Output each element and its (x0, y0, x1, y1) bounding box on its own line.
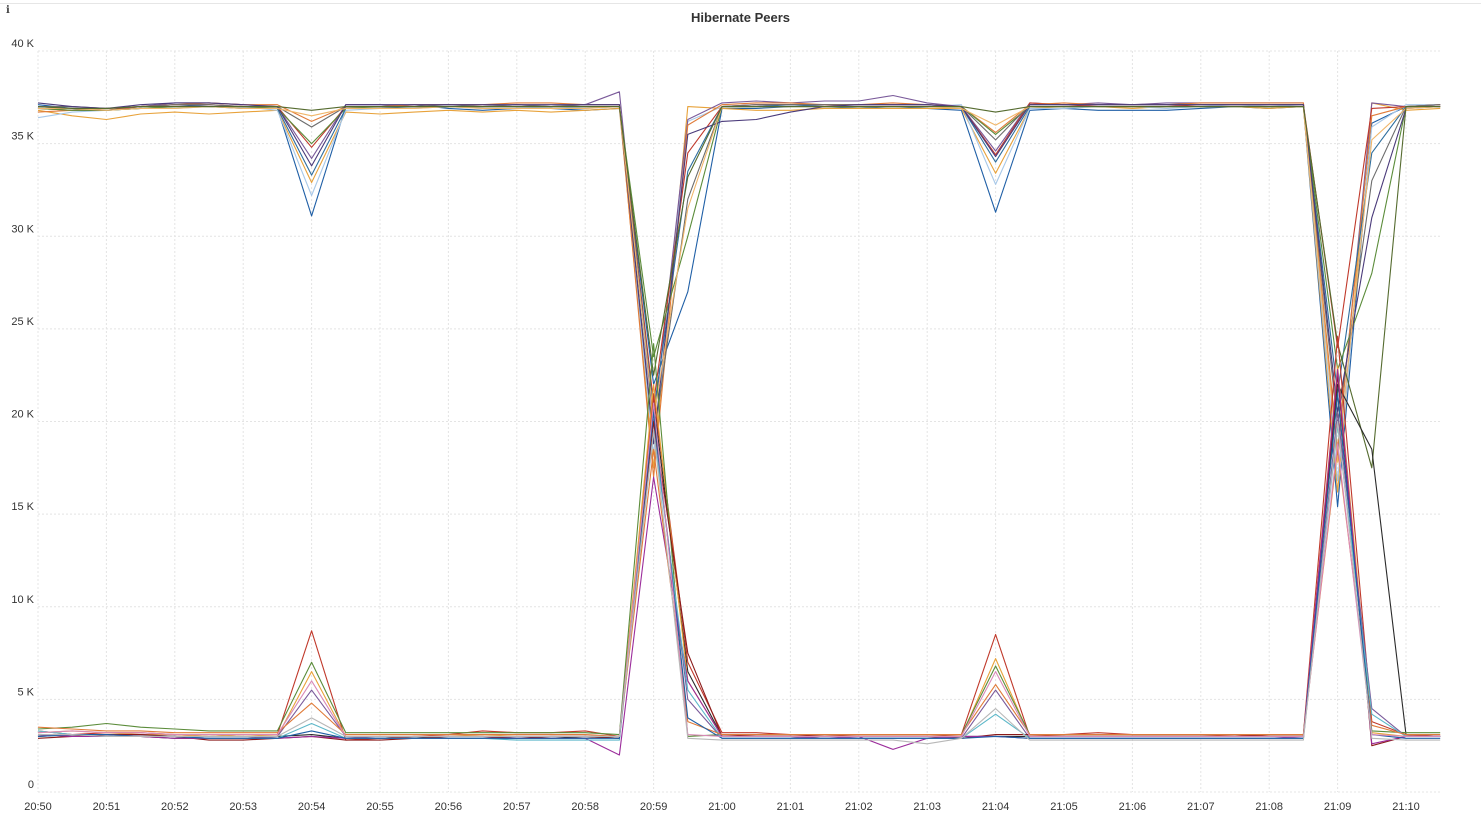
x-axis: 20:50 20:51 20:52 20:53 20:54 20:55 20:56 20:57… (24, 801, 1420, 813)
series-line (37, 102, 1441, 493)
x-tick-label: 20:52 (161, 801, 189, 813)
info-icon[interactable]: i (6, 5, 10, 16)
panel-title: Hibernate Peers (691, 10, 790, 25)
grid-layer (37, 50, 1440, 793)
series-layer (37, 91, 1441, 756)
x-tick-label: 21:08 (1255, 801, 1283, 813)
x-tick-label: 20:59 (640, 801, 668, 813)
series-line (37, 374, 1441, 747)
series-line (37, 106, 1441, 371)
x-tick-label: 21:00 (708, 801, 736, 813)
series-line (37, 343, 1441, 737)
x-tick-label: 20:56 (435, 801, 463, 813)
x-tick-label: 20:54 (298, 801, 326, 813)
x-tick-label: 21:02 (845, 801, 873, 813)
x-tick-label: 20:57 (503, 801, 531, 813)
x-tick-label: 21:06 (1119, 801, 1147, 813)
y-axis: 0 5 K 10 K 15 K 20 K 25 K 30 K 35 K 40 K (11, 38, 34, 791)
series-line (37, 102, 1441, 478)
series-line (37, 335, 1441, 741)
y-tick-label: 25 K (11, 316, 34, 328)
series-line (37, 424, 1441, 741)
y-tick-label: 30 K (11, 223, 34, 235)
x-tick-label: 20:51 (93, 801, 121, 813)
series-line (37, 393, 1441, 739)
series-line (37, 402, 1441, 737)
x-tick-label: 20:53 (229, 801, 257, 813)
y-tick-label: 10 K (11, 594, 34, 606)
series-line (37, 383, 1441, 739)
series-line (37, 91, 1441, 456)
x-tick-label: 20:55 (366, 801, 394, 813)
y-tick-label: 15 K (11, 501, 34, 513)
series-line (37, 102, 1441, 445)
panel-border (0, 3, 1481, 4)
series-line (38, 420, 1441, 745)
series-line (38, 106, 1441, 463)
y-tick-label: 0 (28, 779, 34, 791)
x-tick-label: 20:58 (571, 801, 599, 813)
y-tick-label: 35 K (11, 131, 34, 143)
y-tick-label: 20 K (11, 409, 34, 421)
series-line (37, 448, 1441, 737)
series-line (37, 106, 1441, 469)
x-tick-label: 21:03 (913, 801, 941, 813)
series-line (37, 104, 1441, 508)
series-line (37, 411, 1441, 739)
series-line (37, 104, 1441, 482)
x-tick-label: 21:05 (1050, 801, 1078, 813)
series-line (37, 104, 1441, 413)
x-tick-label: 21:01 (777, 801, 805, 813)
x-tick-label: 21:04 (982, 801, 1010, 813)
x-tick-label: 20:50 (24, 801, 52, 813)
series-line (37, 102, 1441, 404)
x-tick-label: 21:07 (1187, 801, 1215, 813)
y-tick-label: 5 K (17, 686, 34, 698)
x-tick-label: 21:10 (1392, 801, 1420, 813)
x-tick-label: 21:09 (1324, 801, 1352, 813)
series-line (38, 104, 1441, 441)
y-tick-label: 40 K (11, 38, 34, 50)
series-line (37, 369, 1441, 756)
